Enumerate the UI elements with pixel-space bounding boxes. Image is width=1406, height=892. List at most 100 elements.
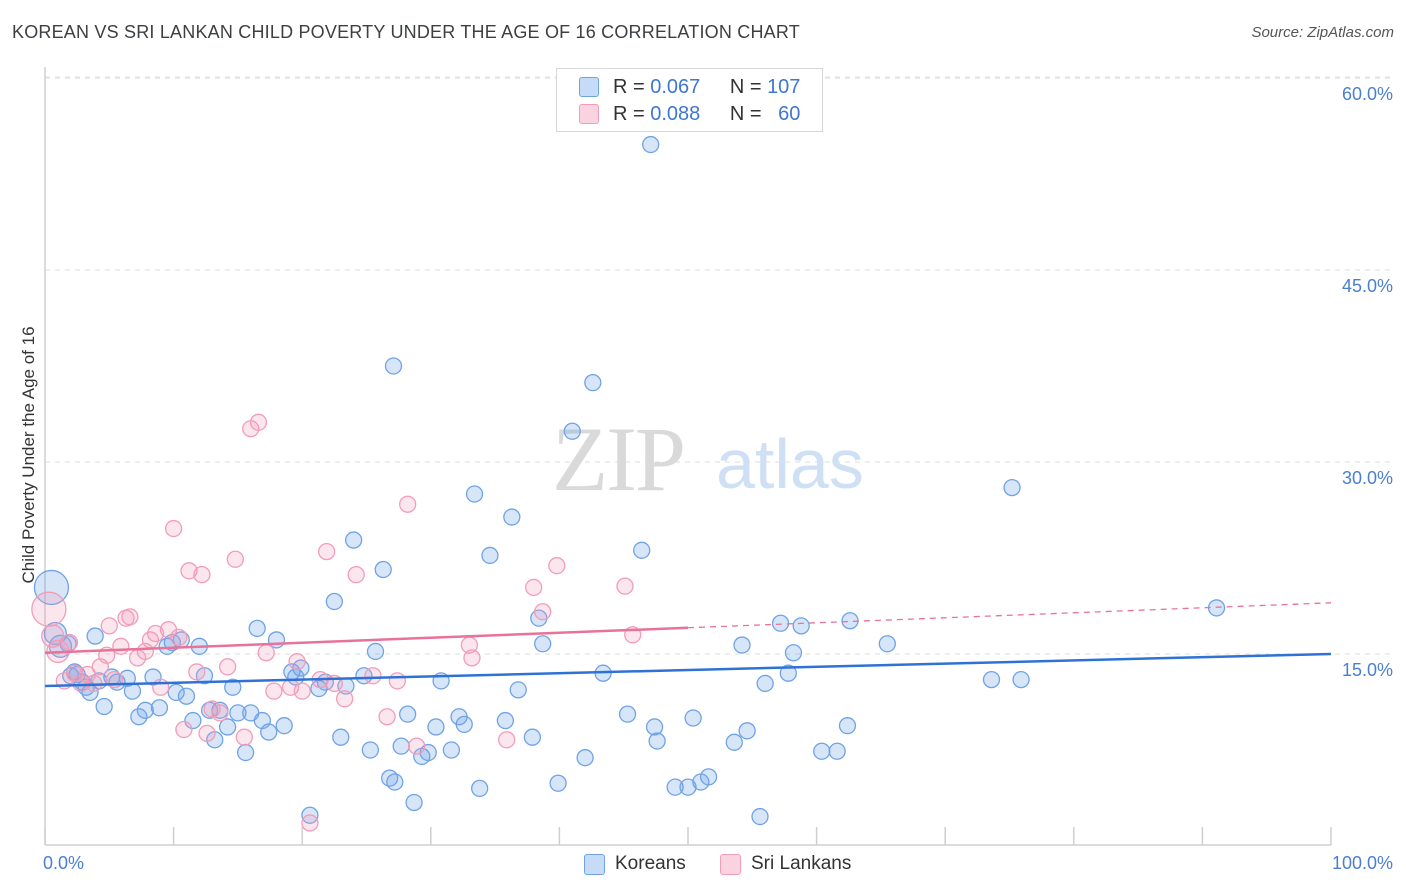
sri-lankan-point <box>235 728 253 746</box>
sri-lankan-point <box>301 814 319 832</box>
korean-trend-line <box>44 652 1332 688</box>
sri-lankan-point <box>193 565 211 584</box>
korean-point <box>828 742 846 760</box>
y-tick-label: 30.0% <box>1342 468 1393 488</box>
korean-point <box>725 733 743 751</box>
koreans-swatch <box>584 853 605 875</box>
korean-point <box>150 699 169 717</box>
korean-point <box>184 711 202 730</box>
korean-point <box>229 704 247 722</box>
sri-lankan-point <box>218 658 237 676</box>
korean-point <box>982 670 1001 689</box>
watermark: ZIP atlas <box>552 408 864 510</box>
tick-labels: 15.0% 30.0% 45.0% 60.0% 0.0% 100.0% <box>43 84 1393 873</box>
r-value: 0.088 <box>650 102 701 125</box>
korean-point <box>325 592 344 611</box>
korean-point <box>465 485 484 503</box>
sri-lankan-point <box>164 519 183 538</box>
korean-point <box>784 644 803 662</box>
korean-point <box>118 669 136 687</box>
korean-point <box>679 778 697 796</box>
sri-lankan-trend-extension <box>687 602 1332 629</box>
sri-lankan-point <box>78 665 97 684</box>
korean-point <box>549 774 567 792</box>
sri-lankan-point <box>100 617 118 635</box>
x-tick-label: 100.0% <box>1332 853 1393 873</box>
sri-lankan-point <box>548 557 566 575</box>
y-tick-label: 60.0% <box>1342 84 1393 104</box>
korean-point <box>236 743 255 762</box>
legend-label-koreans: Koreans <box>615 853 686 874</box>
data-points <box>31 135 1226 832</box>
sri-lankan-point <box>378 708 396 726</box>
korean-point <box>248 619 266 638</box>
korean-point <box>576 749 594 767</box>
korean-point <box>95 697 113 716</box>
source-label: Source: ZipAtlas.com <box>1251 24 1394 41</box>
korean-point <box>471 779 489 798</box>
korean-point <box>648 732 666 750</box>
korean-point <box>386 773 404 791</box>
r-label: R = <box>613 102 645 125</box>
korean-point <box>355 667 373 685</box>
sri-lankan-point <box>293 682 311 700</box>
sri-lankan-point <box>170 628 188 647</box>
trend-lines <box>44 602 1332 688</box>
korean-point <box>733 636 751 654</box>
sri-lankans-swatch <box>579 104 599 124</box>
korean-point <box>1207 599 1226 617</box>
sri-lankan-point <box>408 737 426 755</box>
korean-point <box>427 718 445 736</box>
sri-lankan-point <box>31 591 67 627</box>
sri-lankan-point <box>388 672 407 690</box>
korean-point <box>332 728 350 746</box>
korean-point <box>1003 478 1021 497</box>
korean-point <box>878 635 896 653</box>
sri-lankan-point <box>146 624 165 643</box>
sri-lankan-point <box>188 663 206 681</box>
sri-lankans-swatch <box>720 853 741 875</box>
n-label: N = <box>729 75 762 98</box>
sri-lankan-point <box>175 720 193 739</box>
legend-row-sri-lankans: R = 0.088 N = 60 <box>579 102 800 126</box>
r-value: 0.067 <box>650 75 701 98</box>
legend-row-koreans: R = 0.067 N = 107 <box>579 75 800 99</box>
korean-point <box>633 541 651 559</box>
sri-lankan-point <box>616 577 634 595</box>
n-label: N = <box>729 102 762 125</box>
korean-point <box>177 687 196 705</box>
sri-lankan-point <box>249 413 268 431</box>
legend-item-koreans[interactable]: Koreans <box>584 852 686 876</box>
n-value: 107 <box>767 75 801 98</box>
x-tick-label: 0.0% <box>43 853 84 873</box>
sri-lankan-point <box>498 731 516 749</box>
sri-lankan-point <box>72 674 90 693</box>
sri-lankan-point <box>399 495 417 513</box>
sri-lankan-point <box>347 565 365 584</box>
legend-item-sri-lankans[interactable]: Sri Lankans <box>720 852 851 876</box>
korean-point <box>618 705 637 723</box>
stats-legend: R = 0.067 N = 107 R = 0.088 N = 60 <box>556 68 823 132</box>
sri-lankan-point <box>152 678 170 696</box>
korean-point <box>361 741 380 759</box>
korean-point <box>374 560 392 579</box>
korean-point <box>344 531 363 549</box>
korean-point <box>534 635 552 653</box>
korean-point <box>838 717 857 735</box>
legend-label-sri-lankans: Sri Lankans <box>751 853 852 874</box>
y-tick-label: 15.0% <box>1342 660 1393 680</box>
watermark-zip: ZIP <box>552 408 684 510</box>
sri-lankan-point <box>534 603 552 621</box>
korean-point <box>442 741 461 759</box>
sri-lankan-point <box>60 633 79 652</box>
sri-lankan-point <box>226 550 244 568</box>
korean-point <box>108 673 126 691</box>
korean-point <box>86 627 104 645</box>
sri-lankan-point <box>65 664 84 682</box>
korean-point <box>224 678 242 696</box>
sri-lankan-trend-line <box>44 626 689 654</box>
korean-point <box>642 135 660 154</box>
y-tick-label: 45.0% <box>1342 276 1393 296</box>
korean-point <box>123 682 142 700</box>
